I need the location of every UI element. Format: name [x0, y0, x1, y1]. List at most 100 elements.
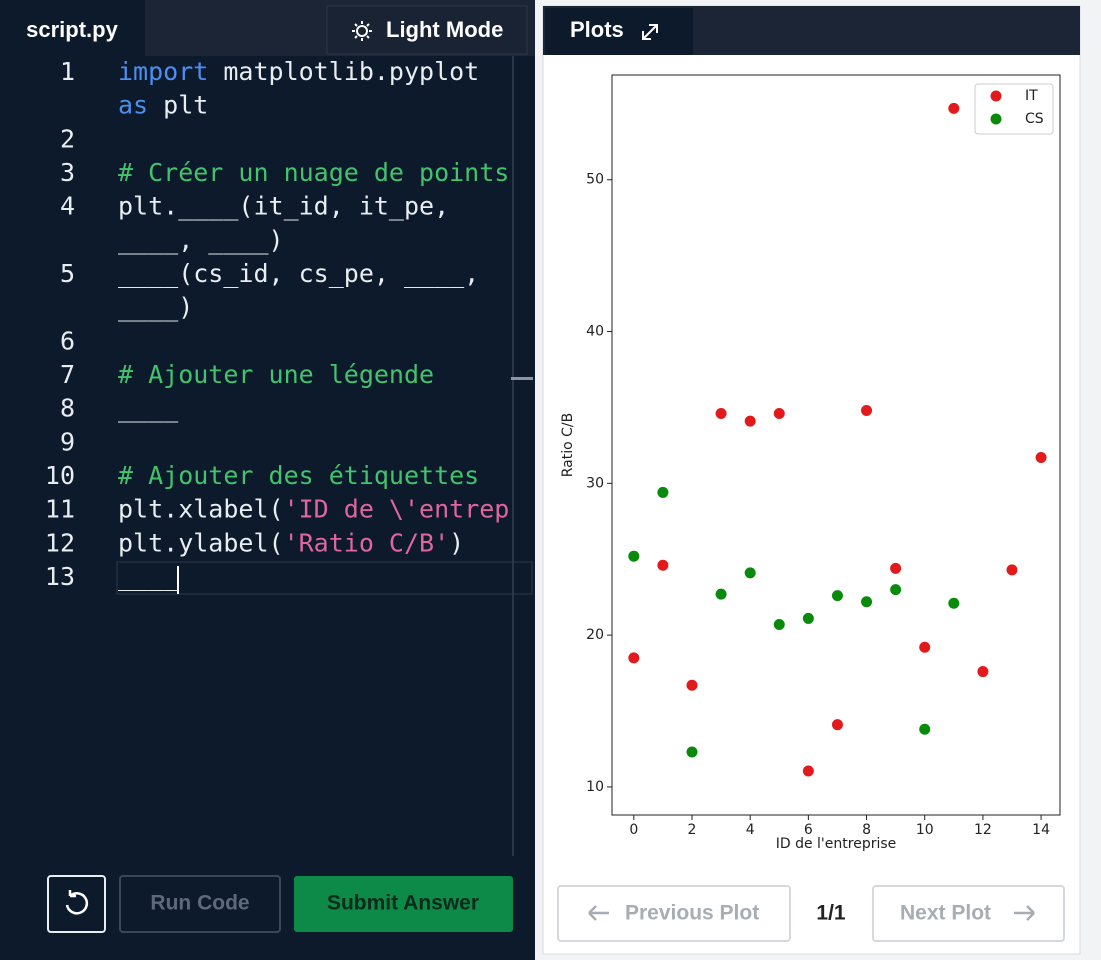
x-tick-label: 0	[629, 822, 638, 838]
next-button-label: Next Plot	[900, 902, 991, 925]
plot-area	[611, 74, 1061, 816]
previous-button[interactable]	[557, 885, 791, 942]
scroll-track	[512, 56, 514, 856]
line-number: 7	[60, 360, 75, 389]
point	[890, 584, 902, 596]
code-token: 'ID de \'entrepr	[284, 495, 525, 524]
code-area[interactable]: 1 import matplotlib.pyplot as plt 2 3 # Créer…	[45, 57, 525, 591]
code-line: ____, ____)	[118, 225, 284, 254]
legend-marker	[990, 90, 1002, 102]
active-line	[116, 561, 533, 595]
legend-marker	[990, 113, 1002, 125]
code-token: matplotlib.pyplot	[208, 57, 479, 86]
line-number: 6	[60, 326, 75, 355]
point	[861, 596, 873, 608]
expand-icon[interactable]	[642, 24, 658, 40]
point	[686, 746, 698, 758]
code-line: ____(cs_id, cs_pe, ____,	[118, 259, 479, 288]
code-line: ____	[118, 394, 179, 423]
code-line: plt.xlabel('ID de \'entrepr	[118, 495, 524, 524]
file-tab-label: script.py	[26, 17, 118, 42]
code-token: plt.ylabel(	[118, 528, 284, 557]
previous-button-label: Previous Plot	[625, 902, 759, 925]
point	[628, 652, 640, 664]
right-arrow	[1014, 905, 1035, 921]
x-tick-label: 12	[974, 822, 992, 838]
code-line: ____	[118, 562, 179, 591]
point	[628, 550, 640, 562]
point	[744, 415, 756, 427]
code-token: ____(cs_id, cs_pe, ____,	[118, 259, 479, 288]
point	[715, 408, 727, 420]
line-number: 9	[60, 427, 75, 456]
plots-tab-label: Plots	[570, 17, 624, 42]
chart: 0 2 4 6 8 10 12 14 10 20 30 40 50 ID de l'entreprise R…	[560, 74, 1061, 852]
mode-button[interactable]	[326, 5, 528, 55]
page-indicator: 1/1	[816, 902, 846, 925]
editor-panel	[0, 0, 535, 960]
point	[890, 562, 902, 574]
cursor	[177, 566, 179, 594]
reset-button[interactable]	[47, 875, 106, 933]
mode-button-label: Light Mode	[386, 17, 503, 42]
code-line: as plt	[118, 91, 208, 120]
line-number: 2	[60, 124, 75, 153]
point	[802, 612, 814, 624]
scroll-thumb[interactable]	[511, 377, 533, 380]
x-tick-label: 8	[862, 822, 871, 838]
line-number: 5	[60, 259, 75, 288]
point	[831, 590, 843, 602]
code-line: ____)	[118, 293, 193, 322]
code-token: ____	[118, 394, 179, 423]
code-token: plt	[148, 91, 208, 120]
code-line: import matplotlib.pyplot	[118, 57, 479, 86]
reset-icon	[65, 890, 89, 915]
next-button[interactable]	[872, 885, 1065, 942]
submit-button[interactable]	[294, 876, 513, 932]
y-tick-label: 40	[586, 324, 604, 340]
code-line: plt.ylabel('Ratio C/B')	[118, 528, 464, 557]
y-axis-label: Ratio C/B	[560, 413, 576, 478]
y-tick-label: 20	[586, 627, 604, 643]
code-token: plt.____(it_id, it_pe,	[118, 192, 449, 221]
point	[744, 567, 756, 579]
code-token: ____, ____)	[118, 225, 284, 254]
point	[802, 765, 814, 777]
y-tick-label: 10	[586, 779, 604, 795]
line-number: 3	[60, 158, 75, 187]
point	[657, 559, 669, 571]
code-token: # Ajouter des étiquettes	[118, 461, 479, 490]
code-token: as	[118, 91, 148, 120]
line-number: 12	[45, 528, 75, 557]
line-number: 1	[60, 57, 75, 86]
code-token: plt.xlabel(	[118, 495, 284, 524]
point	[919, 723, 931, 735]
point	[657, 486, 669, 498]
code-token: )	[449, 528, 464, 557]
legend-label: CS	[1025, 111, 1044, 127]
code-token: # Ajouter une légende	[118, 360, 434, 389]
line-number: 11	[45, 495, 75, 524]
point	[773, 408, 785, 420]
plots-tab[interactable]	[545, 8, 693, 55]
line-number: 13	[45, 562, 75, 591]
point	[948, 597, 960, 609]
code-token: # Créer un nuage de points	[118, 158, 509, 187]
submit-button-label: Submit Answer	[327, 892, 479, 915]
run-button-label: Run Code	[150, 892, 249, 915]
code-token: 'Ratio C/B'	[284, 528, 450, 557]
code-token: ____	[118, 562, 179, 591]
point	[773, 618, 785, 630]
legend-label: IT	[1025, 88, 1038, 104]
point	[861, 404, 873, 416]
run-button[interactable]	[119, 875, 281, 933]
code-line: # Créer un nuage de points	[118, 158, 509, 187]
point	[948, 102, 960, 114]
line-number: 4	[60, 192, 75, 221]
file-tab[interactable]	[0, 0, 145, 56]
code-line: plt.____(it_id, it_pe,	[118, 192, 449, 221]
code-line: # Ajouter une légende	[118, 360, 434, 389]
x-axis-label: ID de l'entreprise	[776, 836, 897, 852]
line-number: 8	[60, 394, 75, 423]
